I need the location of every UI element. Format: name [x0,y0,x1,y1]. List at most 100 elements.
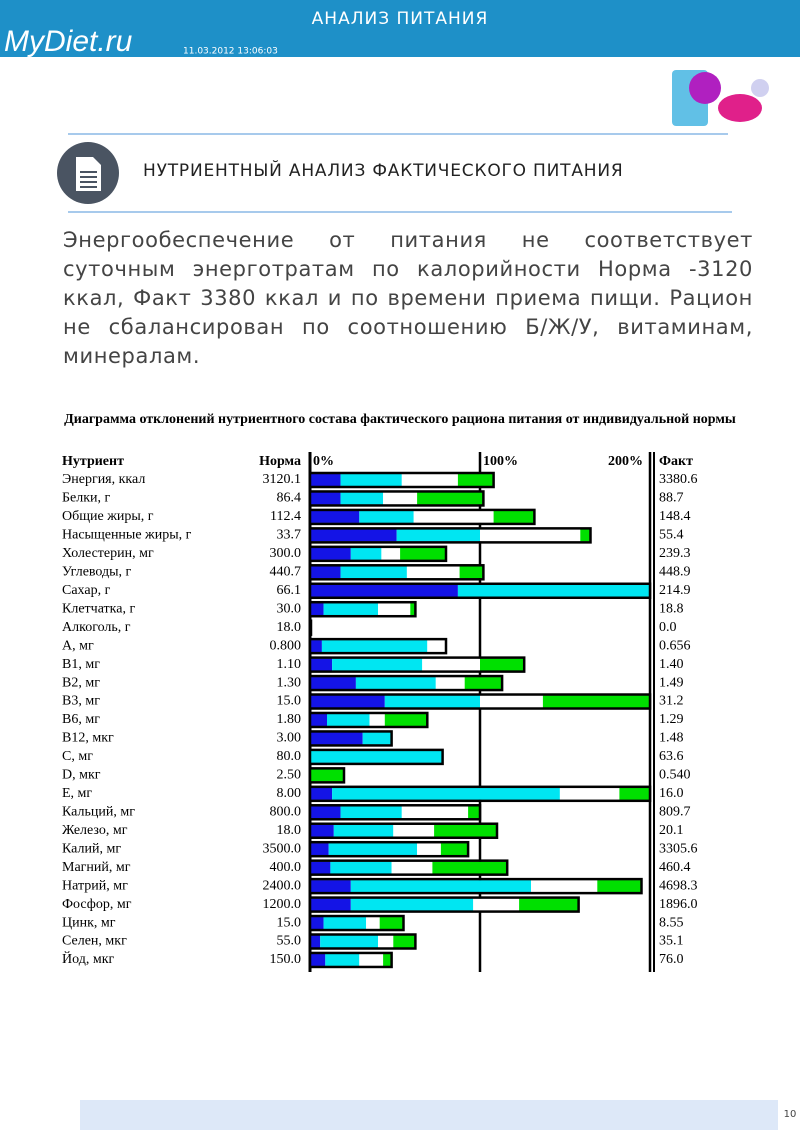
nutrient-name: В6, мг [62,712,100,727]
bar-segment [480,695,543,708]
bar-segment [310,750,443,763]
fact-value: 20.1 [659,823,684,838]
nutrient-name: Клетчатка, г [62,601,135,616]
bar-segment [340,492,384,505]
bar-segment [366,917,380,930]
fact-value: 55.4 [659,528,684,543]
fact-value: 3305.6 [659,841,698,856]
bar-outline [308,785,652,803]
bar-segment [310,603,324,616]
x-tick-label: 0% [313,454,334,469]
nutrient-name: Калий, мг [62,841,121,856]
bar-segment [459,566,484,579]
fact-value: 3380.6 [659,472,698,487]
bar-segment [332,658,423,671]
norm-value: 3120.1 [263,472,302,487]
bar-segment [310,732,363,745]
bar-outline [308,508,536,526]
nutrient-name: В12, мкг [62,731,114,746]
norm-value: 400.0 [270,860,302,875]
bar-segment [379,917,404,930]
fact-value: 809.7 [659,804,691,819]
bar-segment [619,787,650,800]
bar-segment [310,713,327,726]
fact-value: 18.8 [659,601,684,616]
bar-segment [468,806,480,819]
bar-segment [464,677,503,690]
norm-value: 440.7 [270,565,302,580]
bar-segment [325,953,360,966]
norm-value: 86.4 [277,491,302,506]
bar-outline [308,730,393,747]
timestamp: 11.03.2012 13:06:03 [183,47,278,57]
norm-value: 1200.0 [263,897,302,912]
bar-segment [310,474,341,486]
nutrient-name: А, мг [62,638,94,653]
bar-segment [422,658,480,671]
bar-segment [310,935,321,948]
bar-segment [350,898,474,911]
fact-value: 448.9 [659,565,691,580]
bar-segment [542,695,650,708]
fact-value: 76.0 [659,952,684,967]
bar-segment [327,713,370,726]
bar-segment [359,953,384,966]
bar-segment [310,769,344,782]
bar-outline [308,471,495,489]
bar-segment [310,787,333,800]
bar-segment [310,492,341,505]
bar-segment [480,658,525,671]
bar-outline [308,711,429,729]
bar-segment [391,861,433,874]
fact-value: 1.40 [659,657,684,672]
bar-outline [308,619,313,636]
bar-segment [393,935,416,948]
fact-value: 0.540 [659,768,691,783]
bar-outline [308,656,526,673]
fact-value: 148.4 [659,509,691,524]
bar-segment [359,510,414,523]
nutrient-name: D, мкг [62,768,101,783]
bar-outline [308,545,448,563]
header-title: АНАЛИЗ ПИТАНИЯ [312,9,489,29]
nutrient-name: В2, мг [62,675,100,690]
header-bar [0,0,800,57]
fact-value: 239.3 [659,546,691,561]
nutrient-name: Углеводы, г [62,565,132,580]
column-header: Нутриент [62,454,124,469]
bar-segment [413,510,494,523]
norm-value: 33.7 [277,528,302,543]
norm-value: 800.0 [270,804,302,819]
fact-value: 1.48 [659,731,684,746]
nutrient-name: В1, мг [62,657,100,672]
bar-segment [410,603,416,616]
section-heading: НУТРИЕНТНЫЙ АНАЛИЗ ФАКТИЧЕСКОГО ПИТАНИЯ [143,159,623,181]
logo: MyDiet.ru [4,25,133,58]
fact-value: 16.0 [659,786,684,801]
bar-outline [308,600,417,618]
bar-segment [580,529,591,542]
norm-value: 3500.0 [263,841,302,856]
bar-segment [350,880,531,893]
bar-segment [435,677,465,690]
norm-value: 1.10 [277,657,302,672]
bar-segment [328,843,418,856]
fact-value: 31.2 [659,694,684,709]
norm-value: 18.0 [277,620,302,635]
column-header: Факт [659,454,693,469]
nutrient-name: Сахар, г [62,583,111,598]
bar-segment [493,510,535,523]
bar-segment [310,861,331,874]
bar-outline [308,859,509,876]
x-tick-label: 100% [483,454,518,469]
nutrient-name: Йод, мкг [62,950,114,967]
bar-outline [308,637,448,655]
bar-segment [457,474,494,486]
norm-value: 150.0 [270,952,302,967]
fact-value: 35.1 [659,934,684,949]
fact-value: 1.49 [659,675,684,690]
bar-outline [308,951,393,969]
norm-value: 1.80 [277,712,302,727]
bar-segment [310,824,334,837]
bar-segment [310,529,397,542]
